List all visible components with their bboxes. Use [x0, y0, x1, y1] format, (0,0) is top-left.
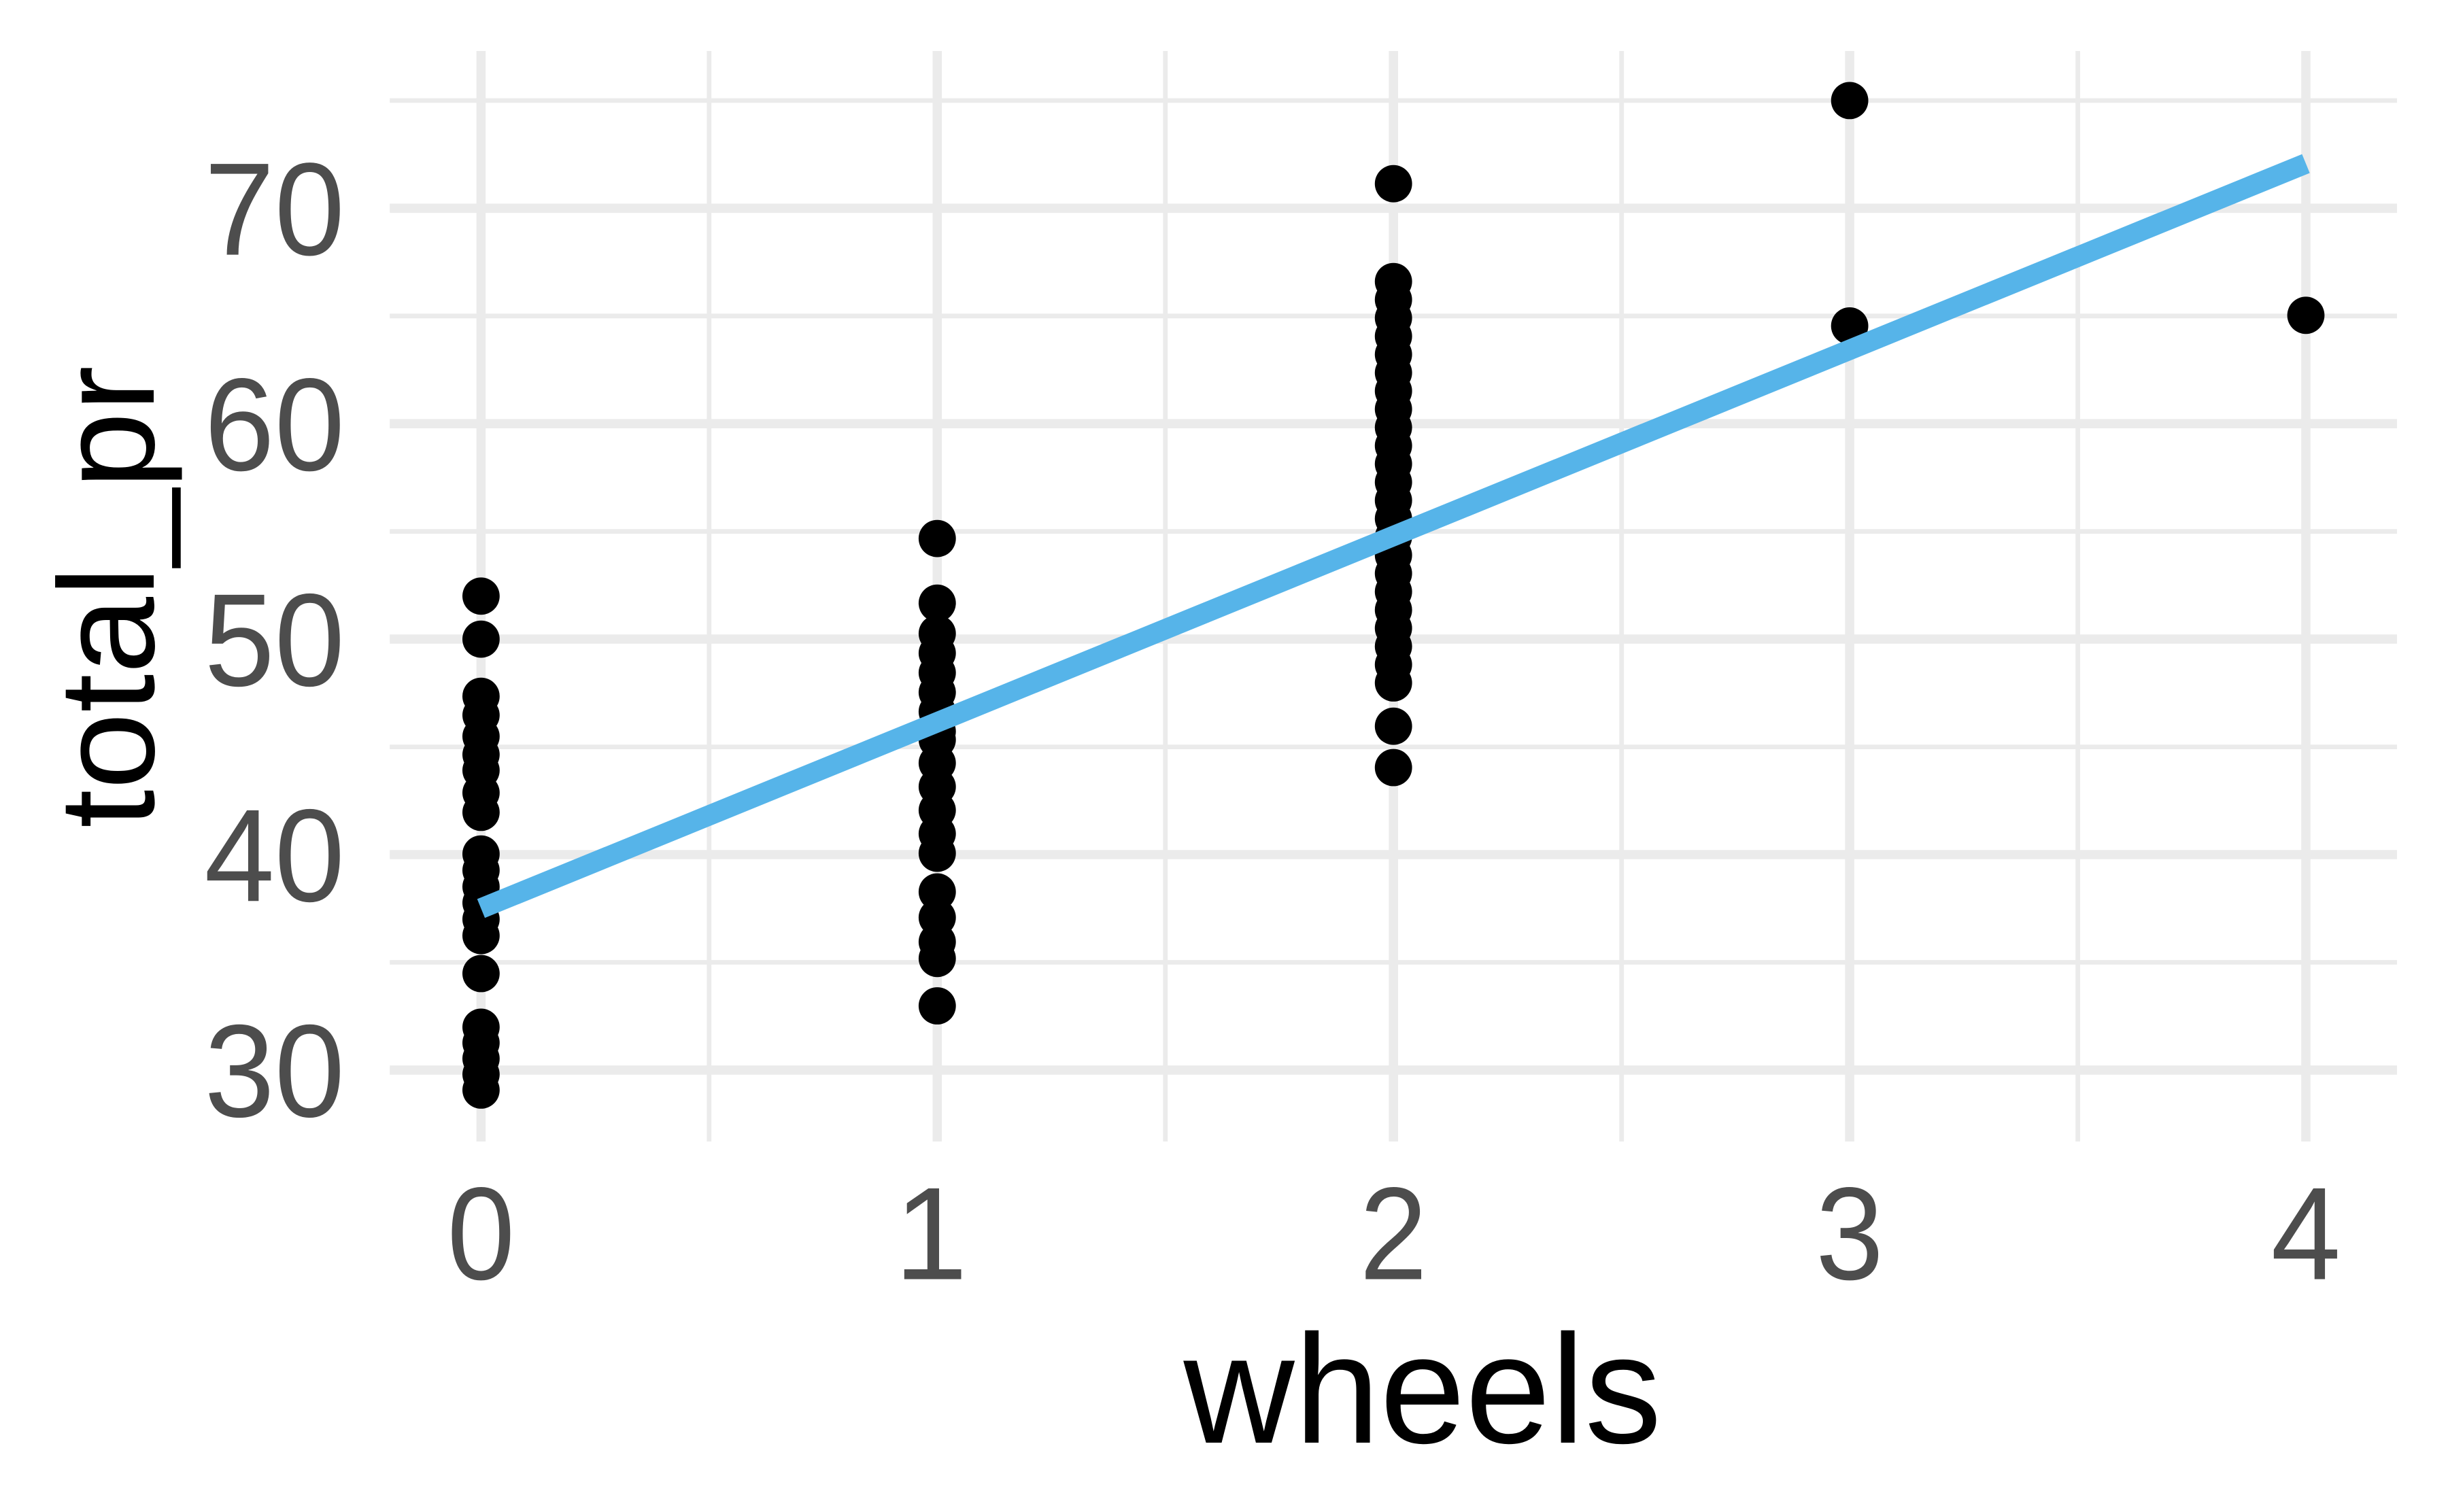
svg-text:0: 0: [447, 1161, 515, 1308]
svg-text:3: 3: [1816, 1161, 1884, 1308]
svg-text:30: 30: [205, 997, 345, 1145]
svg-text:50: 50: [205, 566, 345, 714]
svg-text:1: 1: [894, 1161, 968, 1308]
svg-text:4: 4: [2271, 1161, 2341, 1308]
svg-text:40: 40: [205, 782, 345, 929]
svg-text:60: 60: [205, 351, 345, 499]
svg-text:2: 2: [1359, 1161, 1427, 1308]
svg-text:70: 70: [205, 136, 345, 284]
svg-text:wheels: wheels: [1183, 1303, 1662, 1476]
svg-text:total_pr: total_pr: [31, 366, 183, 828]
